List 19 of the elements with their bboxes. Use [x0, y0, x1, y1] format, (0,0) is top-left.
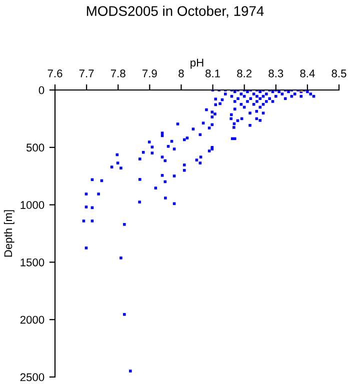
x-axis-title: pH: [190, 58, 204, 69]
chart-title: MODS2005 in October, 1974: [86, 6, 264, 18]
x-tick-label: 8.3: [268, 70, 284, 78]
y-tick-label: 500: [26, 144, 44, 152]
x-tick-label: 8.2: [237, 70, 252, 78]
y-tick-label: 2500: [20, 373, 44, 382]
x-tick-label: 8.5: [332, 70, 346, 78]
y-tick-label: 0: [38, 86, 44, 94]
x-tick-label: 8.1: [206, 70, 220, 78]
y-axis-title: Depth [m]: [4, 210, 14, 257]
x-tick-label: 8: [178, 70, 184, 78]
x-tick-label: 7.6: [48, 70, 62, 78]
y-tick-label: 1000: [20, 201, 44, 209]
x-tick-label: 7.9: [142, 70, 157, 78]
x-tick-label: 8.4: [300, 70, 315, 78]
y-tick-label: 1500: [20, 258, 44, 266]
x-tick-label: 7.8: [110, 70, 126, 78]
x-tick-label: 7.7: [79, 70, 94, 78]
y-tick-label: 2000: [20, 316, 44, 324]
